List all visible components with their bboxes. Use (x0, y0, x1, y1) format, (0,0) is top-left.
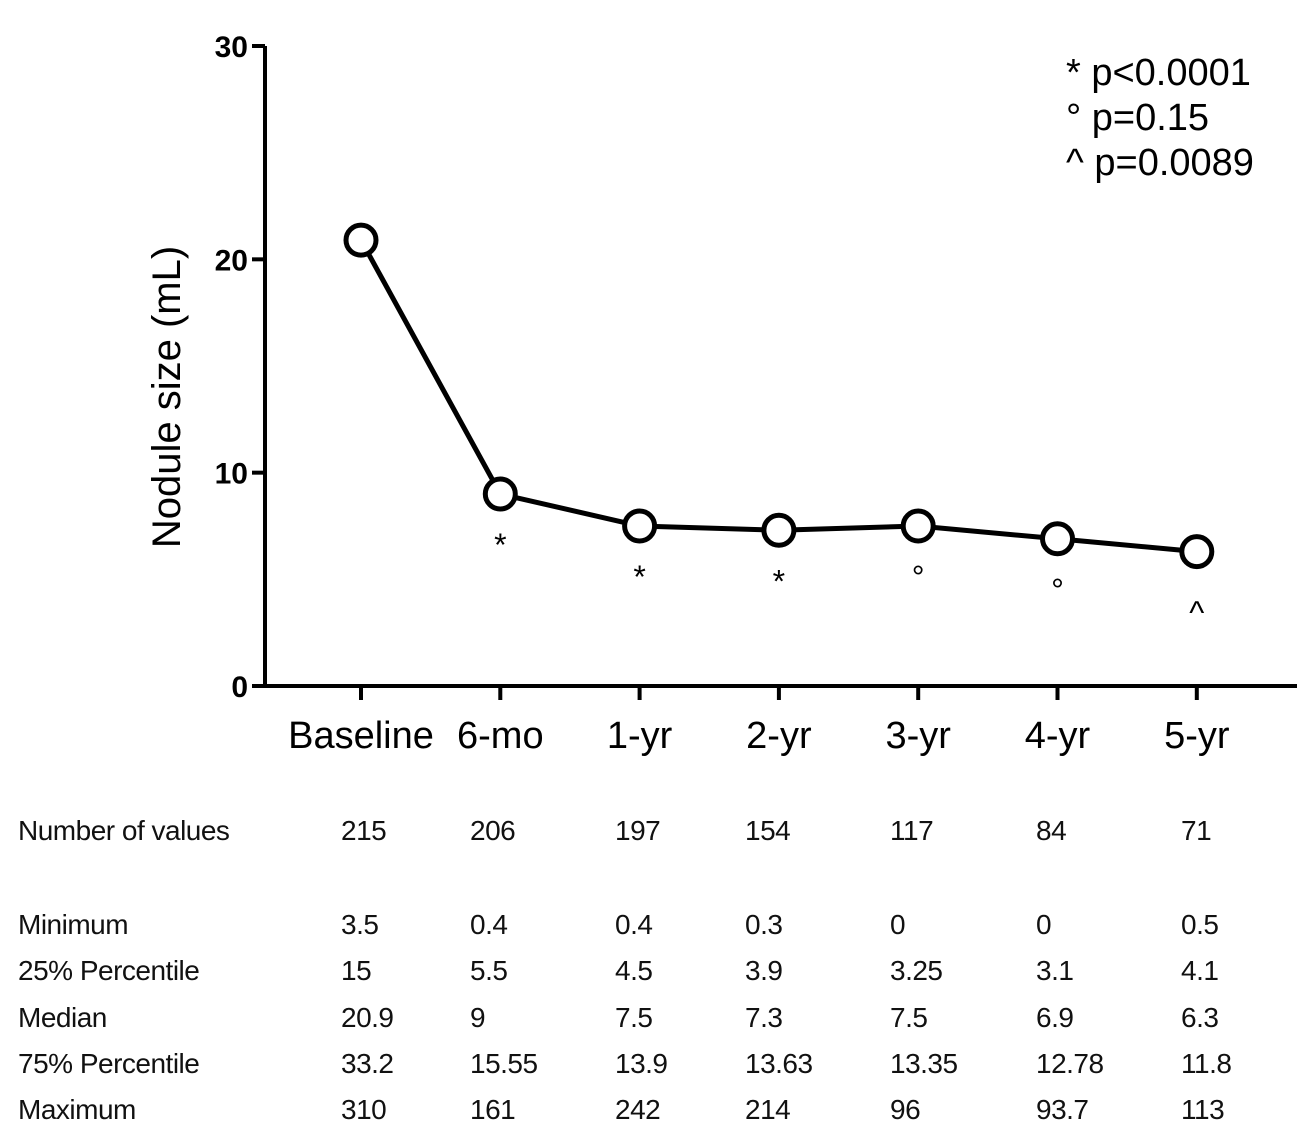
stats-cell: 3.25 (890, 955, 943, 986)
y-tick-label: 0 (231, 671, 248, 704)
y-tick-label: 30 (215, 31, 248, 64)
stats-cell: 113 (1181, 1094, 1225, 1125)
stats-cell: 3.9 (745, 955, 783, 986)
stats-row: Median 20.9 9 7.5 7.3 7.5 6.9 6.3 (18, 1002, 1288, 1042)
y-tick-label: 10 (215, 458, 248, 491)
stats-cell: 161 (470, 1094, 516, 1125)
stats-cell: 5.5 (470, 955, 508, 986)
legend-entry: ° p=0.15 (1066, 97, 1209, 139)
stats-row-label: Median (18, 1002, 107, 1033)
significance-marker: ° (912, 559, 925, 595)
data-point (900, 508, 936, 544)
stats-row-label: 75% Percentile (18, 1048, 200, 1079)
data-point (1040, 521, 1075, 557)
stats-cell: 20.9 (341, 1002, 394, 1033)
stats-cell: 0.4 (615, 909, 653, 940)
legend-entry: ^ p=0.0089 (1066, 142, 1254, 184)
stats-cell: 242 (615, 1094, 661, 1125)
stats-cell: 13.35 (890, 1048, 958, 1079)
stats-cell: 206 (470, 815, 516, 846)
x-tick-label: 4-yr (1025, 715, 1091, 757)
stats-cell: 215 (341, 815, 387, 846)
data-point (761, 512, 797, 548)
stats-row: 75% Percentile 33.2 15.55 13.9 13.63 13.35 12.… (18, 1048, 1288, 1088)
y-axis-ticks: 0 10 20 30 (215, 31, 265, 704)
stats-cell: 197 (615, 815, 661, 846)
data-point (622, 508, 658, 544)
x-tick-label: Baseline (288, 715, 434, 757)
data-point (482, 476, 518, 512)
data-point (343, 222, 379, 258)
stats-cell: 4.5 (615, 955, 653, 986)
stats-cell: 9 (470, 1002, 486, 1033)
data-points (343, 222, 1215, 570)
stats-cell: 154 (745, 815, 791, 846)
stats-row: Number of values 215 206 197 154 117 84 71 (18, 815, 1288, 855)
stats-row: Maximum 310 161 242 214 96 93.7 113 (18, 1094, 1288, 1134)
stats-cell: 7.5 (615, 1002, 653, 1033)
stats-cell: 13.63 (745, 1048, 813, 1079)
y-tick-label: 20 (215, 244, 248, 277)
chart-axes (263, 46, 1297, 688)
legend-entry: * p<0.0001 (1066, 52, 1251, 94)
significance-marker: ^ (1189, 595, 1204, 631)
data-point (1179, 534, 1215, 570)
stats-cell: 12.78 (1036, 1048, 1104, 1079)
chart-legend: * p<0.0001° p=0.15^ p=0.0089 (1066, 52, 1254, 184)
stats-cell: 11.8 (1181, 1048, 1232, 1079)
stats-cell: 214 (745, 1094, 791, 1125)
nodule-size-chart: 0 10 20 30 Baseline 6-mo 1-yr 2-yr 3-yr 4-yr 5-yr… (145, 31, 1297, 757)
stats-cell: 0.5 (1181, 909, 1219, 940)
x-axis-ticks: Baseline 6-mo 1-yr 2-yr 3-yr 4-yr 5-yr (288, 686, 1230, 757)
stats-cell: 0.4 (470, 909, 508, 940)
significance-marker: * (494, 527, 506, 563)
significance-marker: * (773, 563, 785, 599)
stats-row-label: Maximum (18, 1094, 136, 1125)
stats-cell: 96 (890, 1094, 921, 1125)
series-line-group (358, 238, 1198, 555)
stats-cell: 7.3 (745, 1002, 783, 1033)
stats-cell: 3.1 (1036, 955, 1074, 986)
stats-cell: 15 (341, 955, 372, 986)
stats-cell: 6.9 (1036, 1002, 1074, 1033)
stats-cell: 3.5 (341, 909, 379, 940)
stats-cell: 0.3 (745, 909, 783, 940)
stats-cell: 7.5 (890, 1002, 928, 1033)
stats-cell: 117 (890, 815, 934, 846)
significance-markers: * * * ° ° ^ (494, 527, 1204, 631)
stats-cell: 0 (1036, 909, 1052, 940)
significance-marker: ° (1051, 572, 1064, 608)
significance-marker: * (633, 559, 645, 595)
stats-cell: 4.1 (1181, 955, 1219, 986)
stats-cell: 15.55 (470, 1048, 538, 1079)
stats-cell: 93.7 (1036, 1094, 1089, 1125)
x-tick-label: 5-yr (1164, 715, 1230, 757)
stats-row-label: Minimum (18, 909, 129, 940)
stats-row: Minimum 3.5 0.4 0.4 0.3 0 0 0.5 (18, 909, 1288, 949)
stats-cell: 310 (341, 1094, 387, 1125)
stats-cell: 0 (890, 909, 906, 940)
x-tick-label: 6-mo (457, 715, 544, 757)
stats-cell: 6.3 (1181, 1002, 1219, 1033)
x-tick-label: 3-yr (885, 715, 951, 757)
stats-cell: 33.2 (341, 1048, 394, 1079)
x-tick-label: 1-yr (607, 715, 673, 757)
stats-cell: 84 (1036, 815, 1067, 846)
stats-cell: 13.9 (615, 1048, 668, 1079)
stats-row-label: Number of values (18, 815, 230, 846)
stats-cell: 71 (1181, 815, 1212, 846)
stats-row: 25% Percentile 15 5.5 4.5 3.9 3.25 3.1 4.1 (18, 955, 1288, 995)
series-line (358, 238, 1198, 555)
x-tick-label: 2-yr (746, 715, 812, 757)
y-axis-label: Nodule size (mL) (145, 246, 189, 548)
stats-row-label: 25% Percentile (18, 955, 200, 986)
